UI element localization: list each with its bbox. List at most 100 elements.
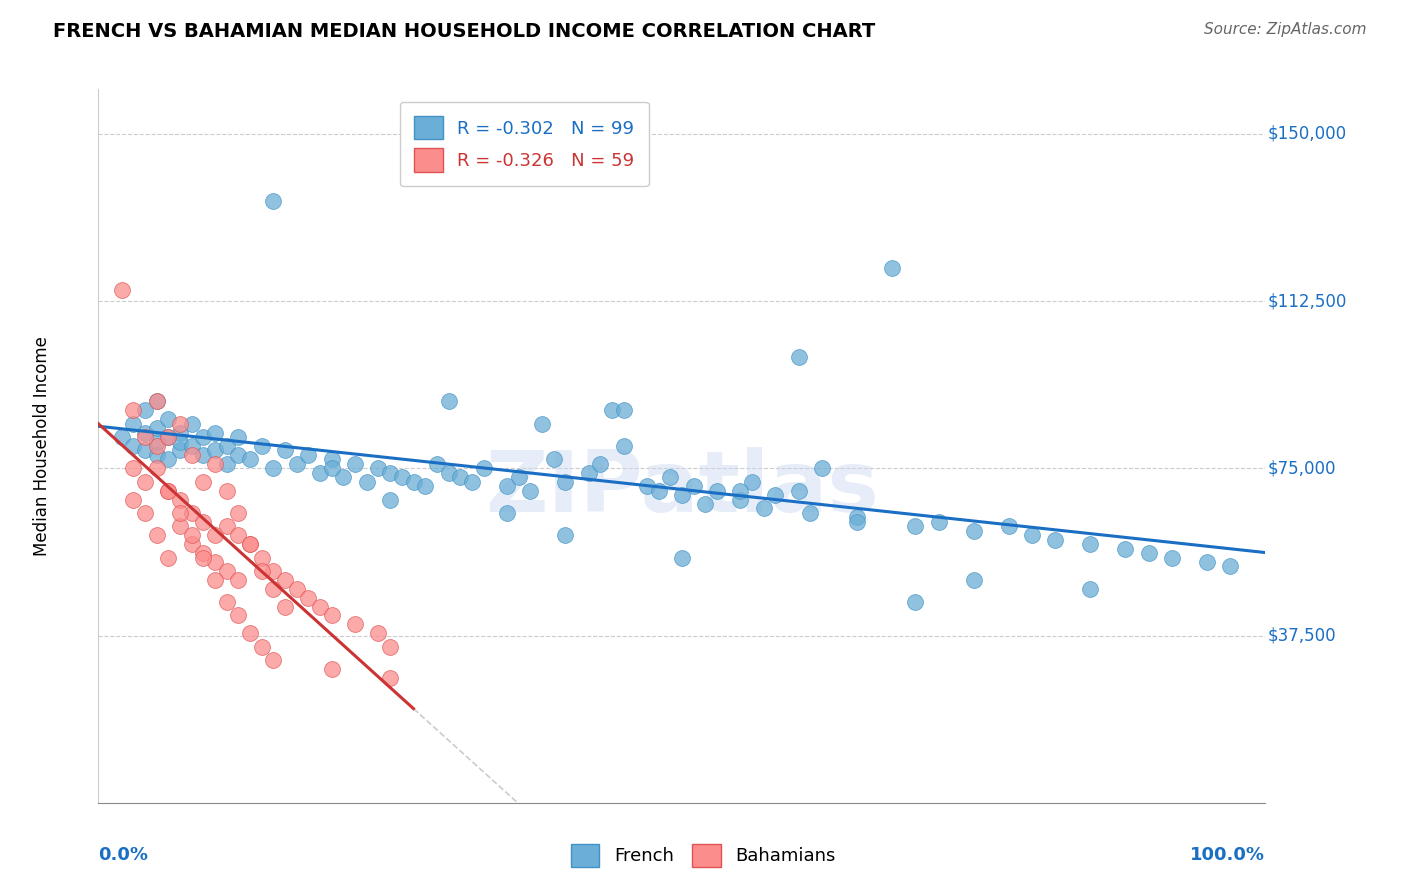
Point — [380, 466, 402, 480]
Point — [496, 506, 519, 520]
Point — [204, 573, 226, 587]
Point — [169, 434, 191, 449]
Point — [146, 448, 169, 462]
Point — [543, 452, 565, 467]
Point — [997, 519, 1019, 533]
Point — [962, 524, 984, 538]
Point — [193, 546, 215, 560]
Point — [146, 394, 169, 409]
Point — [763, 488, 786, 502]
Point — [1080, 582, 1102, 596]
Point — [239, 537, 262, 551]
Point — [332, 470, 354, 484]
Text: 100.0%: 100.0% — [1191, 846, 1265, 863]
Point — [215, 595, 238, 609]
Text: $150,000: $150,000 — [1268, 125, 1347, 143]
Point — [122, 439, 145, 453]
Point — [146, 528, 169, 542]
Point — [508, 470, 530, 484]
Point — [356, 475, 378, 489]
Point — [122, 492, 145, 507]
Point — [239, 626, 262, 640]
Point — [297, 591, 319, 605]
Point — [285, 457, 308, 471]
Point — [706, 483, 728, 498]
Point — [321, 452, 343, 467]
Point — [321, 461, 343, 475]
Point — [413, 479, 436, 493]
Point — [250, 439, 273, 453]
Point — [146, 394, 169, 409]
Point — [146, 439, 169, 453]
Point — [169, 443, 191, 458]
Point — [215, 519, 238, 533]
Point — [157, 483, 180, 498]
Point — [554, 528, 576, 542]
Point — [169, 425, 191, 440]
Point — [530, 417, 553, 431]
Point — [157, 483, 180, 498]
Point — [228, 448, 250, 462]
Point — [239, 452, 262, 467]
Point — [250, 550, 273, 565]
Point — [321, 608, 343, 623]
Point — [274, 599, 297, 614]
Point — [204, 425, 226, 440]
Point — [647, 483, 669, 498]
Point — [578, 466, 600, 480]
Point — [461, 475, 484, 489]
Point — [752, 501, 775, 516]
Point — [600, 403, 623, 417]
Point — [250, 640, 273, 654]
Point — [437, 394, 460, 409]
Point — [1137, 546, 1160, 560]
Point — [146, 421, 169, 435]
Point — [180, 448, 202, 462]
Point — [636, 479, 658, 493]
Point — [811, 461, 834, 475]
Point — [193, 475, 215, 489]
Point — [122, 403, 145, 417]
Point — [309, 466, 332, 480]
Point — [228, 608, 250, 623]
Point — [122, 417, 145, 431]
Point — [741, 475, 763, 489]
Point — [180, 506, 202, 520]
Text: ZIPatlas: ZIPatlas — [485, 447, 879, 531]
Point — [928, 515, 950, 529]
Point — [297, 448, 319, 462]
Point — [589, 457, 612, 471]
Point — [262, 582, 284, 596]
Point — [554, 475, 576, 489]
Point — [180, 439, 202, 453]
Point — [799, 506, 821, 520]
Point — [1161, 550, 1184, 565]
Point — [962, 573, 984, 587]
Point — [380, 492, 402, 507]
Point — [134, 443, 156, 458]
Point — [134, 430, 156, 444]
Point — [204, 555, 226, 569]
Point — [880, 260, 903, 275]
Text: 0.0%: 0.0% — [98, 846, 149, 863]
Point — [787, 350, 810, 364]
Point — [111, 283, 134, 297]
Point — [134, 475, 156, 489]
Point — [496, 479, 519, 493]
Point — [146, 434, 169, 449]
Point — [262, 194, 284, 208]
Legend: French, Bahamians: French, Bahamians — [564, 837, 842, 874]
Point — [1195, 555, 1218, 569]
Point — [262, 653, 284, 667]
Point — [846, 510, 869, 524]
Text: $112,500: $112,500 — [1268, 292, 1347, 310]
Point — [215, 483, 238, 498]
Point — [157, 550, 180, 565]
Point — [134, 425, 156, 440]
Point — [262, 461, 284, 475]
Point — [215, 564, 238, 578]
Point — [228, 528, 250, 542]
Point — [846, 515, 869, 529]
Point — [262, 564, 284, 578]
Point — [180, 417, 202, 431]
